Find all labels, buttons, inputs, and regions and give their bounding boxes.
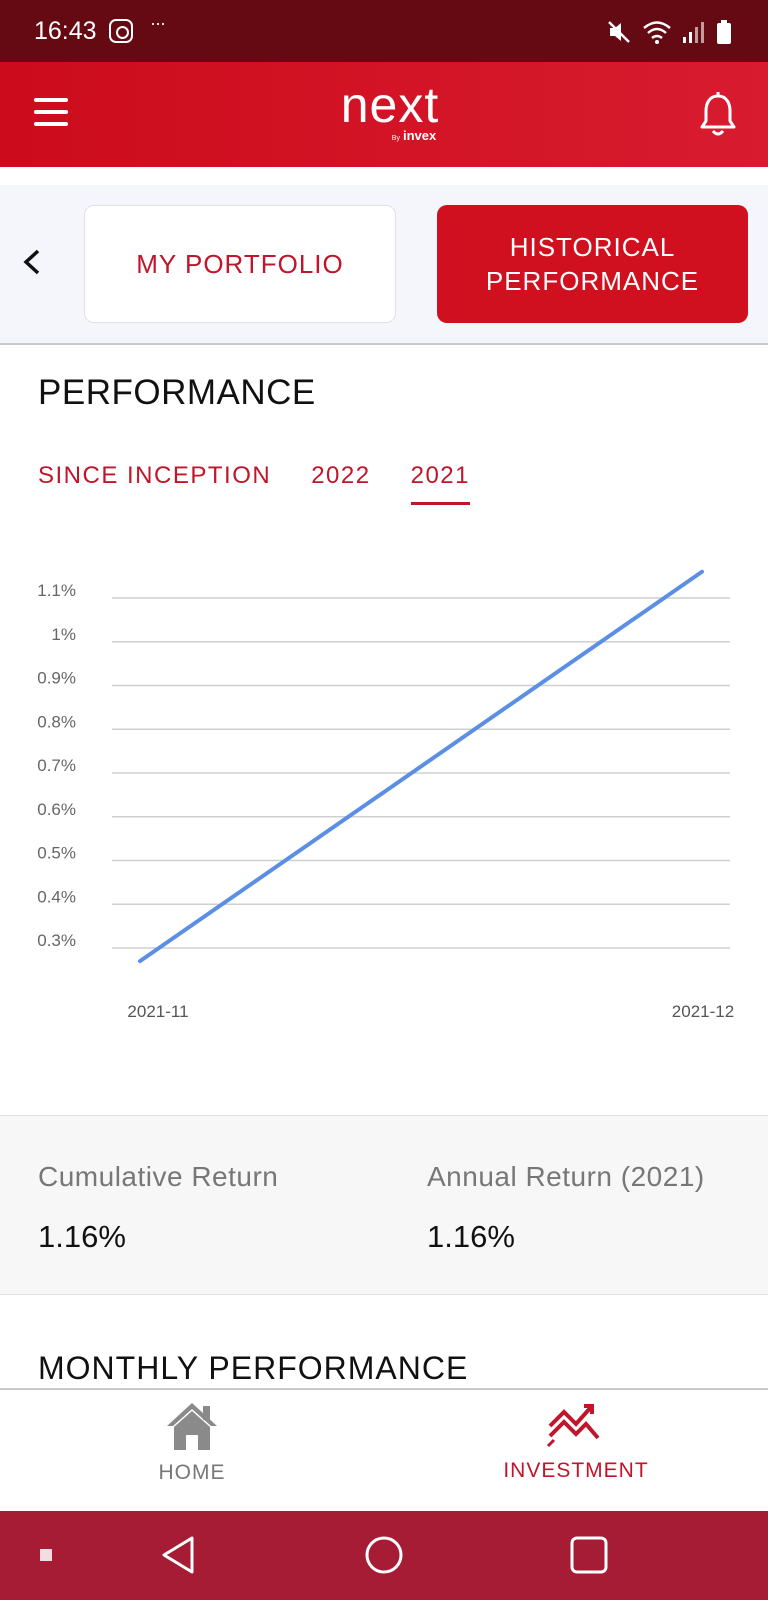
system-nav-bar	[0, 1511, 768, 1600]
mute-icon	[608, 21, 630, 43]
x-tick-label: 2021-11	[127, 1002, 188, 1021]
nav-home-label: HOME	[158, 1461, 226, 1484]
y-tick-label: 0.9%	[37, 669, 76, 688]
signal-icon	[683, 22, 704, 43]
period-tabs: SINCE INCEPTION 2022 2021	[38, 462, 470, 505]
y-tick-label: 0.4%	[37, 887, 76, 906]
monthly-performance-title: MONTHLY PERFORMANCE	[38, 1350, 469, 1386]
nav-home-circle-icon[interactable]	[364, 1535, 404, 1575]
returns-summary: Cumulative Return 1.16% Annual Return (2…	[0, 1115, 768, 1295]
bottom-nav: HOME INVESTMENT	[0, 1388, 768, 1511]
cumulative-return-value: 1.16%	[38, 1219, 126, 1254]
y-tick-label: 0.8%	[37, 712, 76, 731]
menu-icon[interactable]	[34, 98, 68, 126]
nav-investment[interactable]: INVESTMENT	[456, 1400, 696, 1483]
y-tick-label: 0.7%	[37, 756, 76, 775]
view-switcher: MY PORTFOLIO HISTORICAL PERFORMANCE	[0, 185, 768, 345]
y-tick-label: 1%	[51, 625, 76, 644]
tab-2022[interactable]: 2022	[311, 462, 371, 489]
status-icons	[606, 18, 732, 46]
wifi-icon	[643, 21, 671, 44]
tab-2021[interactable]: 2021	[410, 462, 470, 505]
performance-line-chart: 0.3% 0.4% 0.5% 0.6% 0.7% 0.8% 0.9% 1% 1.1% 2021-1…	[37, 569, 734, 1021]
bell-icon[interactable]	[698, 92, 738, 138]
status-time: 16:43	[34, 17, 97, 45]
status-more-dots: ···	[150, 13, 166, 33]
my-portfolio-button[interactable]: MY PORTFOLIO	[84, 205, 396, 323]
next-logo: next By invex	[340, 77, 440, 143]
nav-recents-icon[interactable]	[570, 1536, 608, 1574]
x-tick-label: 2021-12	[672, 1002, 734, 1021]
annual-return-value: 1.16%	[427, 1219, 515, 1254]
home-icon	[167, 1403, 217, 1450]
annual-return-label: Annual Return (2021)	[427, 1161, 705, 1192]
nav-back-icon[interactable]	[160, 1535, 196, 1575]
y-tick-label: 0.6%	[37, 800, 76, 819]
cumulative-return-label: Cumulative Return	[38, 1161, 279, 1192]
status-bar: 16:43 ···	[0, 0, 768, 62]
instagram-icon	[109, 19, 133, 43]
performance-title: PERFORMANCE	[38, 373, 316, 412]
nav-small-square-icon	[40, 1549, 52, 1561]
series-line	[138, 569, 704, 964]
battery-icon	[717, 20, 731, 44]
investment-icon	[546, 1404, 600, 1448]
nav-home[interactable]: HOME	[72, 1400, 312, 1485]
back-icon[interactable]	[20, 247, 44, 277]
y-tick-label: 0.3%	[37, 931, 76, 950]
historical-performance-button[interactable]: HISTORICAL PERFORMANCE	[437, 205, 748, 323]
tab-since-inception[interactable]: SINCE INCEPTION	[38, 462, 272, 489]
y-tick-label: 1.1%	[37, 581, 76, 600]
y-tick-label: 0.5%	[37, 844, 76, 863]
nav-investment-label: INVESTMENT	[503, 1459, 649, 1482]
app-header: next By invex	[0, 62, 768, 167]
